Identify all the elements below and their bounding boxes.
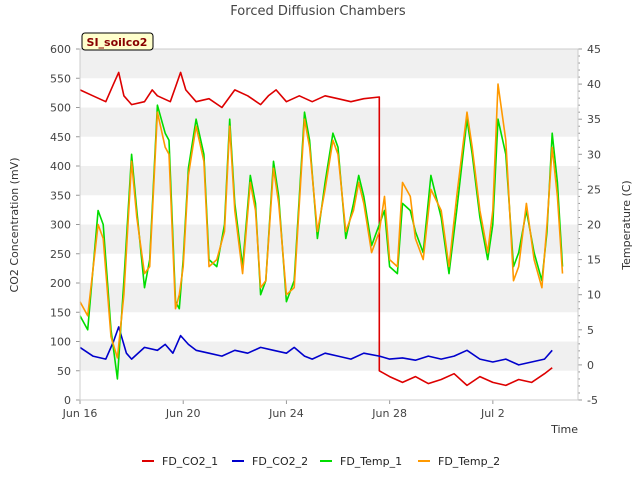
y-left-tick-label: 450: [50, 131, 71, 144]
plot-background-bands: [80, 49, 578, 400]
legend-label: FD_Temp_2: [438, 455, 500, 468]
y-left-tick-label: 350: [50, 189, 71, 202]
grid-band: [80, 312, 578, 342]
y-left-tick-label: 200: [50, 277, 71, 290]
legend-label: FD_CO2_1: [162, 455, 218, 468]
legend: FD_CO2_1 FD_CO2_2 FD_Temp_1 FD_Temp_2: [142, 455, 500, 468]
y-left-tick-label: 400: [50, 160, 71, 173]
grid-band: [80, 107, 578, 137]
y-left-tick-label: 600: [50, 43, 71, 56]
x-tick-label: Jun 20: [165, 407, 201, 420]
y-right-tick-label: 0: [587, 359, 594, 372]
y-left-tick-label: 250: [50, 248, 71, 261]
y-right-tick-label: -5: [587, 394, 598, 407]
y-right-tick-label: 5: [587, 324, 594, 337]
series-layer: [79, 71, 564, 387]
y-left-tick-label: 50: [57, 365, 71, 378]
grid-band: [80, 78, 578, 108]
series-line-fd-co2-2: [79, 326, 553, 366]
y-right-tick-label: 15: [587, 254, 601, 267]
grid-band: [80, 253, 578, 283]
y-axis-right-title: Temperature (C): [620, 180, 633, 270]
site-label-text: SI_soilco2: [87, 36, 148, 49]
site-label-badge: SI_soilco2: [81, 32, 154, 51]
x-axis-ticks: Jun 16 Jun 20 Jun 24 Jun 28 Jul 2: [62, 400, 505, 420]
grid-band: [80, 370, 578, 400]
series-line-fd-temp-1: [79, 104, 564, 380]
right-axis-ticks: -5 0 5 10 15 20 25 30 35 40 45: [578, 43, 601, 407]
left-axis-ticks: 0 50 100 150 200 250 300 350 400 450 500 550 600: [50, 43, 80, 407]
y-left-tick-label: 100: [50, 336, 71, 349]
y-right-tick-label: 45: [587, 43, 601, 56]
grid-band: [80, 49, 578, 79]
y-right-tick-label: 30: [587, 148, 601, 161]
y-right-tick-label: 20: [587, 219, 601, 232]
series-line-fd-temp-2: [79, 83, 564, 359]
grid-band: [80, 283, 578, 313]
y-axis-left-title: CO2 Concentration (mV): [8, 158, 21, 293]
legend-label: FD_Temp_1: [340, 455, 402, 468]
y-left-tick-label: 150: [50, 306, 71, 319]
y-left-tick-label: 550: [50, 72, 71, 85]
chart-title: Forced Diffusion Chambers: [230, 4, 406, 19]
grid-band: [80, 195, 578, 225]
x-tick-label: Jul 2: [480, 407, 505, 420]
y-right-tick-label: 35: [587, 113, 601, 126]
x-tick-label: Jun 24: [268, 407, 304, 420]
y-right-tick-label: 40: [587, 78, 601, 91]
legend-label: FD_CO2_2: [252, 455, 308, 468]
y-right-tick-label: 25: [587, 183, 601, 196]
plot-frame: [79, 48, 579, 401]
x-tick-label: Jun 28: [371, 407, 407, 420]
x-axis-title: Time: [550, 423, 578, 436]
x-tick-label: Jun 16: [62, 407, 98, 420]
y-left-tick-label: 300: [50, 219, 71, 232]
series-line-fd-co2-1: [79, 71, 553, 387]
grid-band: [80, 341, 578, 371]
y-right-tick-label: 10: [587, 289, 601, 302]
y-left-tick-label: 500: [50, 102, 71, 115]
grid-band: [80, 224, 578, 254]
y-left-tick-label: 0: [64, 394, 71, 407]
